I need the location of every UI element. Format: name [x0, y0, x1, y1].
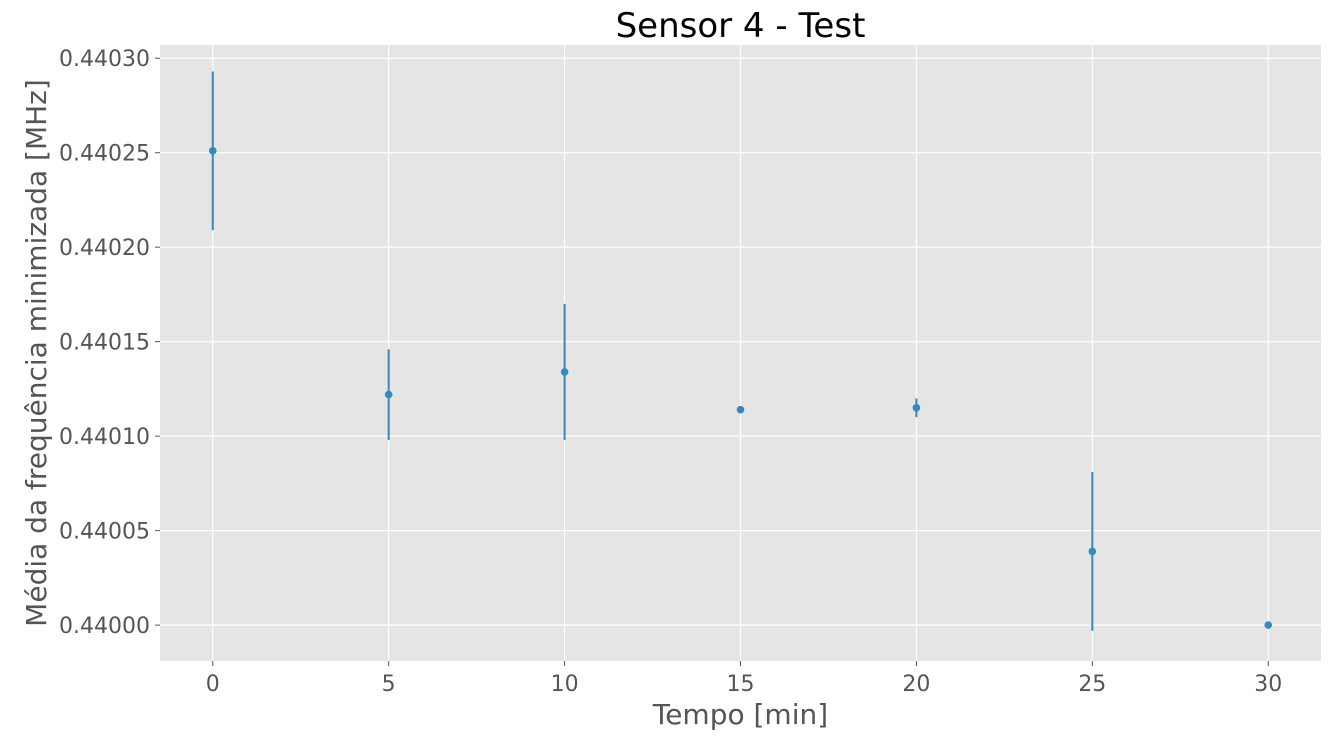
data-point-0	[208, 147, 217, 155]
x-tick-label: 20	[902, 672, 930, 697]
chart-title: Sensor 4 - Test	[616, 6, 866, 46]
y-tick-label: 0.44010	[59, 425, 150, 450]
data-point-1	[384, 390, 393, 399]
data-series	[208, 71, 1273, 631]
y-tick-label: 0.44025	[59, 142, 150, 167]
y-tick-label: 0.44005	[59, 520, 150, 545]
y-axis-ticks: 0.44000 0.44005 0.44010 0.44015 0.44020 0.440…	[59, 47, 160, 639]
y-tick-label: 0.44020	[59, 236, 150, 261]
x-tick-label: 15	[727, 672, 755, 697]
x-tick-label: 25	[1078, 672, 1106, 697]
x-tick-label: 5	[382, 672, 396, 697]
data-point-3	[736, 405, 745, 414]
data-point-2	[560, 368, 569, 376]
x-tick-label: 10	[551, 672, 579, 697]
x-tick-label: 0	[206, 672, 220, 697]
y-axis-label: Média da frequência minimizada [MHz]	[20, 79, 53, 627]
y-tick-label: 0.44000	[59, 614, 150, 639]
x-axis-label: Tempo [min]	[652, 698, 828, 731]
data-point-5	[1088, 547, 1097, 556]
data-point-6	[1264, 621, 1273, 629]
y-tick-label: 0.44015	[59, 331, 150, 356]
x-axis-ticks: 0 5 10 15 20 25 30	[206, 661, 1282, 697]
y-tick-label: 0.44030	[59, 47, 150, 72]
x-tick-label: 30	[1254, 672, 1282, 697]
data-point-4	[912, 403, 921, 412]
